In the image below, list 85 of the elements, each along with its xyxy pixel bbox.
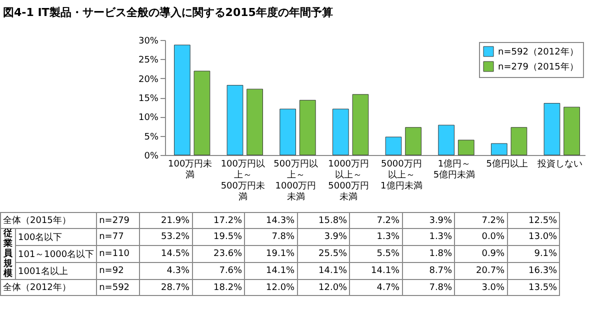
legend-label: n=279（2015年） [498, 62, 578, 72]
bar [280, 108, 296, 156]
text: 4.3% [140, 262, 192, 280]
text: 14.1% [350, 262, 402, 280]
text: 0.0% [454, 228, 508, 246]
text: n=77 [96, 228, 140, 246]
y-tick-label: 15% [138, 94, 159, 104]
bar [174, 44, 190, 156]
text: 7.2% [350, 212, 402, 228]
text: 16.3% [507, 262, 560, 280]
text: 23.6% [192, 246, 245, 262]
text: 7.2% [454, 212, 508, 228]
text: 1001名以上 [16, 262, 97, 280]
text: 7.6% [192, 262, 245, 280]
y-tick-label: 10% [138, 113, 159, 124]
y-tick-label: 30% [138, 36, 159, 46]
x-tick-label: 5億円以上 [486, 158, 528, 170]
text: 3.9% [297, 228, 350, 246]
text: 7.8% [244, 228, 298, 246]
text: 53.2% [140, 228, 192, 246]
bar [405, 127, 422, 156]
text: 1.3% [402, 228, 455, 246]
text: 25.5% [297, 246, 350, 262]
bar [458, 140, 474, 156]
text: 13.5% [507, 280, 560, 296]
text: 12.0% [297, 280, 350, 296]
text: 1.8% [402, 246, 455, 262]
text: 7.8% [402, 280, 455, 296]
x-tick-label: 100万円以上～500万円未満 [220, 158, 266, 202]
legend-label: n=592（2012年） [498, 46, 578, 58]
bar [544, 103, 560, 156]
x-tick-label: 1億円～5億円未満 [433, 158, 476, 180]
text: 4.7% [350, 280, 402, 296]
text: 従業員規模 [0, 228, 16, 280]
text: 21.9% [140, 212, 192, 228]
x-tick-label: 5000万円以上～1億円未満 [380, 160, 422, 192]
y-tick-label: 25% [138, 56, 159, 66]
bar [438, 124, 454, 156]
text: 全体（2015年） [0, 212, 97, 228]
text: 14.3% [244, 212, 298, 228]
text: 14.5% [140, 246, 192, 262]
y-tick-label: 0% [144, 152, 159, 162]
text: 5.5% [350, 246, 402, 262]
text: 14.1% [244, 262, 298, 280]
x-tick-label: 500万円以上～1000万円未満 [274, 158, 318, 202]
chart-title: 図4-1 IT製品・サービス全般の導入に関する2015年度の年間予算 [3, 6, 333, 19]
text: 全体（2012年） [0, 280, 97, 296]
x-tick-label: 投資しない [536, 158, 582, 170]
bar [564, 106, 580, 156]
x-tick-label: 1000万円以上～5000万円未満 [328, 160, 370, 202]
bar [226, 84, 244, 156]
text: 18.2% [192, 280, 245, 296]
text: 14.1% [297, 262, 350, 280]
text: 100名以下 [16, 228, 97, 246]
bar [246, 88, 263, 156]
text: 1.3% [350, 228, 402, 246]
text: 19.1% [244, 246, 298, 262]
text: 0.9% [454, 246, 508, 262]
text: 20.7% [454, 262, 508, 280]
text: 3.0% [454, 280, 508, 296]
bar [490, 143, 508, 156]
bar [352, 94, 369, 156]
text: 12.0% [244, 280, 298, 296]
bar [332, 108, 349, 156]
text: 17.2% [192, 212, 245, 228]
bar [299, 100, 316, 156]
text: 12.5% [507, 212, 560, 228]
bar [194, 70, 210, 156]
text: n=110 [96, 246, 140, 262]
text: n=279 [96, 212, 140, 228]
text: 9.1% [507, 246, 560, 262]
y-tick-label: 20% [138, 74, 159, 85]
bar [510, 127, 528, 156]
text: 19.5% [192, 228, 245, 246]
text: 13.0% [507, 228, 560, 246]
x-tick-label: 100万円未満 [168, 158, 212, 180]
text: 28.7% [140, 280, 192, 296]
text: 101～1000名以下 [16, 246, 97, 262]
text: n=92 [96, 262, 140, 280]
bar [385, 136, 402, 156]
text: n=592 [96, 280, 140, 296]
text: 3.9% [402, 212, 455, 228]
y-tick-label: 5% [144, 132, 159, 142]
text: 8.7% [402, 262, 455, 280]
text: 15.8% [297, 212, 350, 228]
